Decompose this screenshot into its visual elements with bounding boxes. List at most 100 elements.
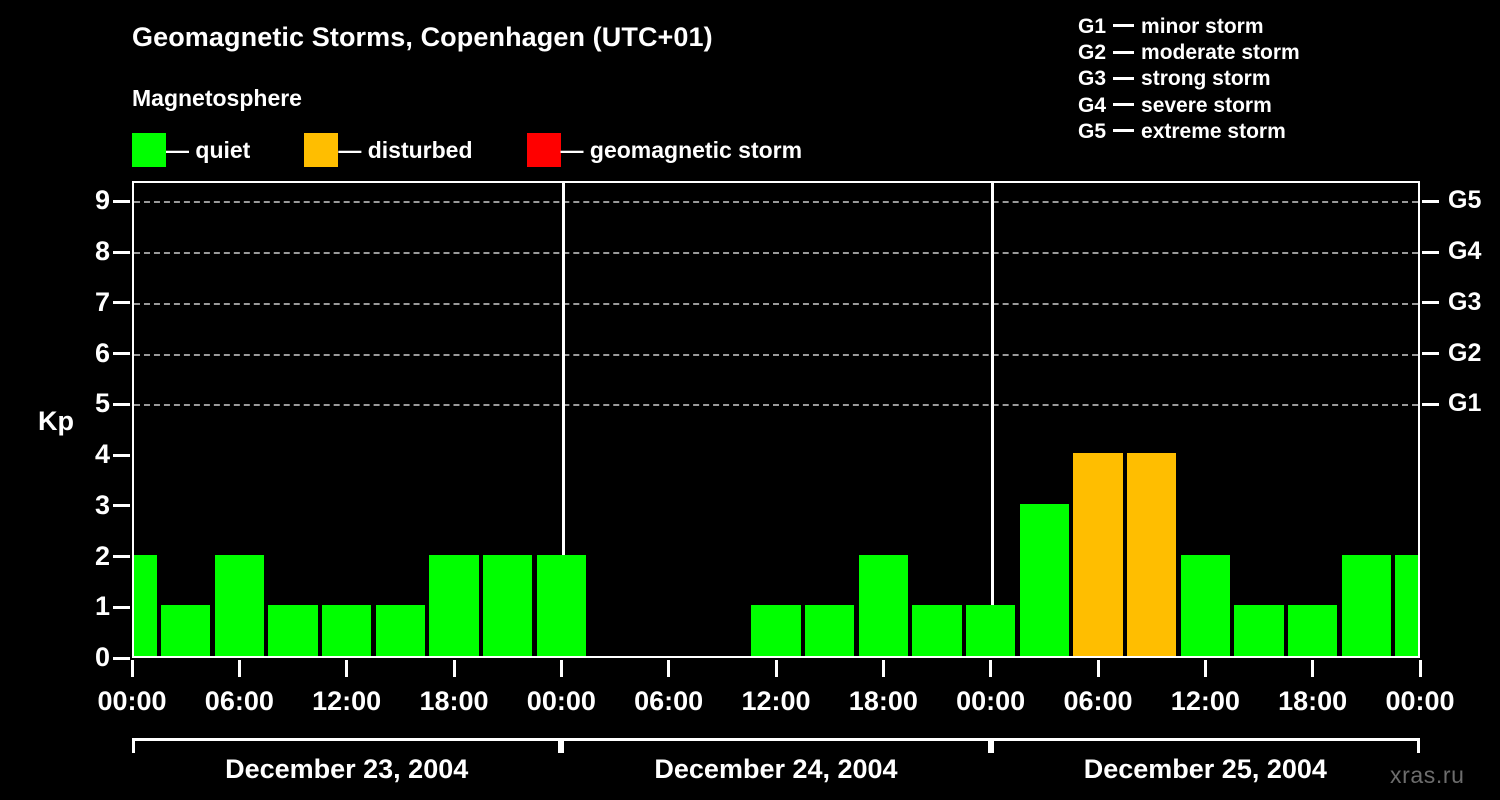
gridline [134,252,1418,255]
y-axis-tick-label: 0 [94,642,110,672]
legend-entry: — quiet [132,133,250,167]
legend-swatch [526,133,561,167]
legend-entry: — geomagnetic storm [526,133,803,167]
kp-bar [1341,554,1392,656]
kp-bar [965,605,1016,656]
kp-bar [214,554,265,656]
kp-bar [1234,605,1284,656]
x-axis-tick-label: 00:00 [526,686,596,716]
page-title: Geomagnetic Storms, Copenhagen (UTC+01) [132,22,713,52]
em-dash-icon [1113,24,1135,28]
g-axis-tick-label: G2 [1448,338,1482,367]
g-legend-label: severe storm [1141,93,1272,117]
x-axis-tick-mark [989,660,993,677]
y-axis-tick-mark [113,504,130,508]
y-axis-tick-mark [113,199,130,203]
x-axis-tick-label: 06:00 [1063,686,1133,716]
kp-bar [912,605,962,656]
gridline [134,353,1418,356]
gridline [134,201,1418,204]
day-label: December 24, 2004 [654,754,898,784]
day-bracket [132,738,562,753]
kp-bar [1073,453,1123,656]
em-dash-icon [1113,129,1135,133]
y-axis-tick-label: 4 [94,439,110,470]
g-legend-line: G5 extreme storm [1078,119,1300,145]
y-axis-tick-label: 1 [94,591,110,622]
chart-plot-area [132,181,1420,658]
g-axis-tick-label: G1 [1448,389,1482,418]
x-axis-tick-label: 06:00 [634,686,704,716]
kp-bar [268,605,318,656]
y-axis-tick-label: 6 [94,337,110,368]
y-axis-tick-mark [113,250,130,254]
x-axis-tick-label: 06:00 [204,686,274,716]
em-dash-icon [1113,50,1135,54]
plot-inner [134,183,1418,656]
y-axis-tick-mark [113,555,130,558]
x-axis-tick-mark [130,660,134,677]
kp-bar [536,554,587,656]
g-axis-tick-label: G4 [1448,237,1482,266]
x-axis-tick-label: 18:00 [848,686,918,716]
g-legend-line: G4 severe storm [1078,93,1300,119]
x-axis-tick-mark [1203,660,1207,677]
x-axis-tick-mark [237,660,241,677]
kp-bar [1395,554,1418,656]
y-axis-tick-mark [113,656,130,660]
legend-label: — quiet [166,136,251,163]
legend-swatch [132,133,166,167]
kp-bar [804,605,855,656]
y-axis-tick-mark [113,605,130,609]
g-legend-label: extreme storm [1141,119,1286,143]
day-bracket [990,738,1420,753]
day-label: December 25, 2004 [1083,754,1327,784]
y-axis-tick-mark [113,301,130,305]
legend-label: — geomagnetic storm [560,136,803,163]
g-legend-line: G3 strong storm [1078,66,1300,92]
y-axis-tick-label: 5 [94,388,110,419]
g-legend-line: G2 moderate storm [1078,40,1300,66]
x-axis-tick-mark [345,660,349,677]
gridline [134,302,1418,305]
kp-bar [429,554,479,656]
g-scale-legend: G1 minor storm G2 moderate storm G3 strong st… [1078,14,1300,145]
kp-bar [1019,503,1070,656]
day-label: December 23, 2004 [225,754,469,784]
kp-bar [1180,554,1231,656]
x-axis-tick-mark [1311,660,1315,677]
color-legend: — quiet — disturbed — geomagnetic storm [132,133,856,167]
g-legend-code: G5 [1078,119,1107,143]
g-axis-tick-label: G3 [1448,287,1482,316]
g-legend-label: minor storm [1141,15,1264,38]
g-axis-tick-mark [1422,250,1439,254]
y-axis-label: Kp [38,406,74,436]
y-axis-tick-mark [113,453,130,457]
g-axis-tick-mark [1422,402,1439,406]
x-axis-tick-label: 18:00 [419,686,489,716]
y-axis-tick-label: 3 [94,489,110,520]
day-separator [991,183,995,656]
em-dash-icon [1113,76,1135,80]
chart-subtitle: Magnetosphere [132,85,302,111]
kp-bar [134,554,157,656]
kp-bar [375,605,426,656]
legend-entry: — disturbed [304,133,473,167]
g-legend-code: G3 [1078,67,1107,91]
day-bracket [561,738,991,753]
kp-bar [1126,453,1177,656]
kp-bar [160,605,211,656]
g-legend-line: G1 minor storm [1078,14,1300,40]
kp-bar [321,605,372,656]
day-separator [561,183,565,656]
g-legend-label: moderate storm [1141,41,1300,65]
g-axis-tick-mark [1422,199,1439,203]
kp-bar [1287,605,1338,656]
g-legend-code: G2 [1078,41,1107,65]
x-axis-tick-label: 00:00 [956,686,1026,716]
x-axis-tick-mark [559,660,563,677]
y-axis-tick-mark [113,402,130,406]
x-axis-tick-label: 00:00 [1385,686,1455,716]
em-dash-icon [1113,103,1135,107]
g-legend-code: G4 [1078,93,1107,117]
